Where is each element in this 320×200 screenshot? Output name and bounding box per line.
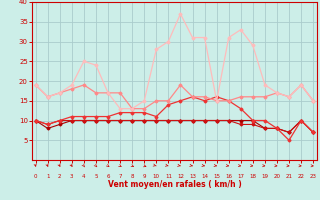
X-axis label: Vent moyen/en rafales ( km/h ): Vent moyen/en rafales ( km/h ) <box>108 180 241 189</box>
